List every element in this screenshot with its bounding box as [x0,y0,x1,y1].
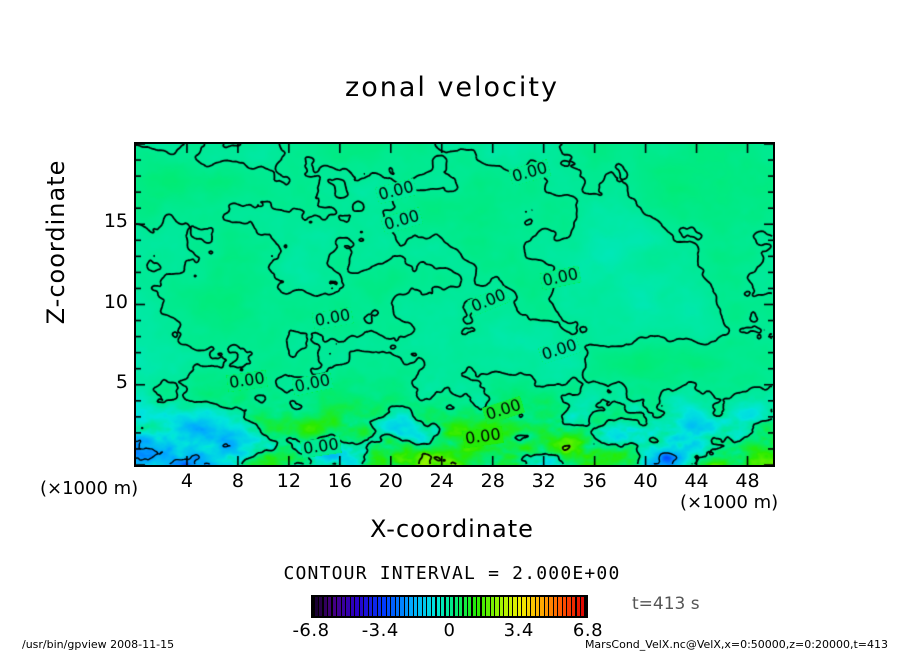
x-tick-label: 4 [180,470,193,492]
colorbar-swatch [337,597,341,616]
colorbar-swatch [422,597,427,616]
colorbar-swatch [328,597,332,616]
time-label: t=413 s [632,594,700,614]
x-tick-label: 40 [633,470,658,492]
colorbar-swatch [517,597,522,616]
contour-plot-area [134,142,775,467]
colorbar-swatch [472,597,476,616]
colorbar-swatch [350,597,355,616]
colorbar-swatch [562,597,567,616]
colorbar-swatch [413,597,418,616]
colorbar-swatch [391,597,395,616]
colorbar-swatch [359,597,364,616]
colorbar-swatch [486,597,490,616]
contour-interval-label: CONTOUR INTERVAL = 2.000E+00 [283,563,621,584]
x-tick-label: 48 [735,470,760,492]
colorbar-swatch [386,597,391,616]
colorbar-swatch [441,597,445,616]
colorbar-swatch [355,597,359,616]
y-axis-title: Z-coordinate [42,159,70,325]
x-tick-label: 16 [327,470,352,492]
colorbar-swatch [558,597,562,616]
page-title: zonal velocity [345,72,559,103]
colorbar-swatch [567,597,571,616]
colorbar-swatch [368,597,373,616]
footer-dataset: MarsCond_VelX.nc@VelX,x=0:50000,z=0:2000… [584,638,888,651]
x-axis-units: (×1000 m) [680,492,779,513]
colorbar-swatch [581,597,585,616]
colorbar-swatch [418,597,422,616]
x-tick-label: 32 [531,470,556,492]
colorbar-swatch [468,597,472,616]
footer-command: /usr/bin/gpview 2008-11-15 [22,638,175,651]
x-tick-label: 44 [684,470,709,492]
colorbar-tick-label: 3.4 [503,620,534,641]
colorbar-swatch [459,597,463,616]
colorbar-swatch [364,597,368,616]
colorbar-swatch [377,597,382,616]
colorbar-swatch [553,597,558,616]
colorbar-swatch [323,597,327,616]
colorbar-swatch [504,597,508,616]
colorbar-tick-labels: -6.8 -3.4 0 3.4 6.8 [290,620,610,642]
y-tick-label: 10 [103,290,128,313]
colorbar-swatch [332,597,336,616]
x-axis-ticks: 4 8 12 16 20 24 28 32 36 40 44 48 [134,470,775,496]
x-tick-label: 36 [582,470,607,492]
colorbar-swatch [346,597,350,616]
colorbar-swatch [427,597,431,616]
colorbar-tick-label: -3.4 [361,620,399,641]
colorbar-swatch [522,597,526,616]
colorbar-swatch [463,597,467,616]
contour-plot-canvas [136,144,773,465]
colorbar-swatch [508,597,513,616]
colorbar-swatch [319,597,323,616]
colorbar-swatch [499,597,504,616]
colorbar-swatch [531,597,535,616]
colorbar-swatch [454,597,458,616]
colorbar-swatch [436,597,440,616]
colorbar-swatch [549,597,553,616]
colorbar-swatch [481,597,485,616]
colorbar-tick-label: -6.8 [292,620,330,641]
colorbar-swatch [445,597,449,616]
colorbar-swatch [544,597,549,616]
colorbar-swatch [373,597,377,616]
y-axis-ticks: 5 10 15 [80,142,128,467]
x-tick-label: 28 [480,470,505,492]
colorbar-swatch [395,597,400,616]
colorbar-swatch [571,597,576,616]
colorbar-swatch [382,597,386,616]
colorbar-swatch [526,597,531,616]
colorbar-tick-label: 6.8 [572,620,604,641]
colorbar-swatch [341,597,346,616]
colorbar-swatch [409,597,413,616]
colorbar-swatch [314,597,318,616]
colorbar-tick-label: 0 [443,620,456,641]
x-tick-label: 12 [276,470,301,492]
colorbar-swatch [540,597,544,616]
colorbar [311,595,588,618]
x-tick-label: 20 [378,470,403,492]
x-axis-title: X-coordinate [370,515,534,543]
colorbar-swatch [513,597,517,616]
colorbar-swatch [477,597,481,616]
colorbar-swatch [450,597,454,616]
y-tick-label: 15 [103,210,128,233]
colorbar-swatch [490,597,495,616]
colorbar-swatch [432,597,436,616]
y-tick-label: 5 [115,370,128,393]
x-tick-label: 8 [231,470,244,492]
colorbar-swatch [576,597,580,616]
colorbar-swatch [535,597,540,616]
x-tick-label: 24 [429,470,454,492]
colorbar-swatch [495,597,499,616]
colorbar-swatch [400,597,404,616]
y-axis-units: (×1000 m) [40,478,139,499]
colorbar-swatch [404,597,409,616]
